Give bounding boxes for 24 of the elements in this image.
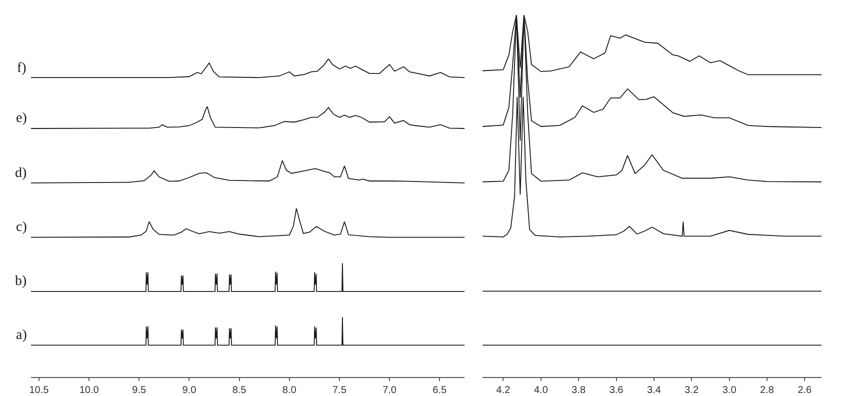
x-tick-label: 7.0: [382, 385, 397, 396]
series-label: d): [15, 166, 27, 181]
x-tick-label: 3.4: [647, 385, 662, 396]
x-tick-label: 4.2: [496, 385, 511, 396]
x-tick-label: 2.6: [798, 385, 812, 396]
x-tick-label: 9.5: [132, 385, 147, 396]
x-tick-label: 8.0: [282, 385, 297, 396]
x-tick-label: 3.8: [572, 385, 586, 396]
x-tick-label: 8.5: [232, 385, 247, 396]
x-tick-label: 2.8: [760, 385, 774, 396]
series-label: e): [16, 111, 28, 126]
x-tick-label: 3.6: [609, 385, 624, 396]
x-tick-label: 7.5: [332, 385, 347, 396]
series-label: f): [17, 61, 27, 76]
x-tick-label: 4.0: [534, 385, 548, 396]
series-label: a): [16, 328, 28, 343]
x-tick-label: 6.5: [432, 385, 447, 396]
series-label: c): [16, 220, 28, 235]
x-tick-label: 10.0: [79, 385, 100, 396]
x-tick-label: 9.0: [182, 385, 197, 396]
x-tick-label: 3.2: [684, 385, 700, 396]
x-tick-label: 10.5: [29, 385, 50, 396]
x-tick-label: 3.0: [722, 385, 737, 396]
series-label: b): [15, 274, 27, 289]
